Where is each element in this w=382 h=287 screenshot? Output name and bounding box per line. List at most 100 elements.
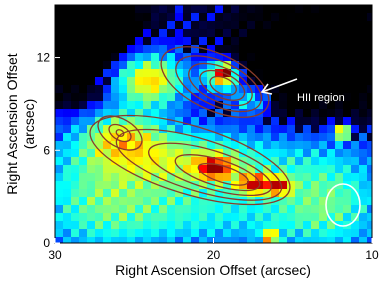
image-pixel bbox=[143, 149, 152, 158]
image-pixel bbox=[311, 61, 320, 70]
image-pixel bbox=[287, 29, 296, 38]
image-pixel bbox=[199, 29, 208, 38]
image-pixel bbox=[55, 205, 64, 214]
image-pixel bbox=[151, 133, 160, 142]
image-pixel bbox=[71, 37, 80, 46]
image-pixel bbox=[287, 229, 296, 238]
image-pixel bbox=[55, 125, 64, 134]
image-pixel bbox=[151, 37, 160, 46]
image-pixel bbox=[271, 237, 280, 243]
image-pixel bbox=[143, 21, 152, 30]
image-pixel bbox=[311, 101, 320, 110]
image-pixel bbox=[87, 141, 96, 150]
image-pixel bbox=[327, 5, 336, 14]
image-pixel bbox=[191, 141, 200, 150]
image-pixel bbox=[175, 21, 184, 30]
image-pixel bbox=[207, 133, 216, 142]
image-pixel bbox=[87, 37, 96, 46]
image-pixel bbox=[263, 221, 272, 230]
image-pixel bbox=[127, 77, 136, 86]
image-pixel bbox=[327, 125, 336, 134]
image-pixel bbox=[295, 93, 304, 102]
image-pixel bbox=[135, 117, 144, 126]
image-pixel bbox=[247, 109, 256, 118]
image-pixel bbox=[87, 149, 96, 158]
image-pixel bbox=[191, 37, 200, 46]
image-pixel bbox=[231, 221, 240, 230]
image-pixel bbox=[71, 93, 80, 102]
image-pixel bbox=[207, 45, 216, 54]
image-pixel bbox=[79, 37, 88, 46]
image-pixel bbox=[167, 117, 176, 126]
image-pixel bbox=[95, 165, 104, 174]
image-pixel bbox=[127, 213, 136, 222]
image-pixel bbox=[103, 53, 112, 62]
image-pixel bbox=[263, 141, 272, 150]
image-pixel bbox=[247, 181, 256, 190]
image-pixel bbox=[167, 69, 176, 78]
image-pixel bbox=[343, 93, 352, 102]
image-pixel bbox=[319, 205, 328, 214]
image-pixel bbox=[271, 213, 280, 222]
image-pixel bbox=[135, 101, 144, 110]
image-pixel bbox=[191, 45, 200, 54]
image-pixel bbox=[327, 53, 336, 62]
image-pixel bbox=[295, 205, 304, 214]
image-pixel bbox=[287, 181, 296, 190]
image-pixel bbox=[319, 213, 328, 222]
image-pixel bbox=[351, 133, 360, 142]
image-pixel bbox=[135, 157, 144, 166]
image-pixel bbox=[351, 221, 360, 230]
image-pixel bbox=[295, 69, 304, 78]
image-pixel bbox=[351, 109, 360, 118]
image-pixel bbox=[279, 77, 288, 86]
image-pixel bbox=[223, 221, 232, 230]
image-pixel bbox=[359, 173, 368, 182]
image-pixel bbox=[343, 213, 352, 222]
image-pixel bbox=[175, 45, 184, 54]
image-pixel bbox=[303, 173, 312, 182]
image-pixel bbox=[151, 173, 160, 182]
image-pixel bbox=[55, 109, 64, 118]
image-pixel bbox=[71, 69, 80, 78]
beam-ellipse bbox=[325, 183, 361, 227]
image-pixel bbox=[335, 205, 344, 214]
image-pixel bbox=[311, 149, 320, 158]
x-tick-label: 10 bbox=[365, 248, 379, 262]
image-pixel bbox=[319, 29, 328, 38]
image-pixel bbox=[207, 189, 216, 198]
image-pixel bbox=[55, 13, 64, 22]
image-pixel bbox=[287, 213, 296, 222]
image-pixel bbox=[343, 37, 352, 46]
image-pixel bbox=[295, 149, 304, 158]
image-pixel bbox=[351, 69, 360, 78]
image-pixel bbox=[79, 205, 88, 214]
image-pixel bbox=[159, 5, 168, 14]
image-pixel bbox=[327, 21, 336, 30]
image-pixel bbox=[231, 157, 240, 166]
image-pixel bbox=[287, 165, 296, 174]
image-pixel bbox=[287, 149, 296, 158]
image-pixel bbox=[79, 21, 88, 30]
image-pixel bbox=[127, 29, 136, 38]
image-pixel bbox=[247, 205, 256, 214]
image-pixel bbox=[239, 197, 248, 206]
image-pixel bbox=[231, 117, 240, 126]
image-pixel bbox=[287, 197, 296, 206]
image-pixel bbox=[311, 69, 320, 78]
image-pixel bbox=[239, 109, 248, 118]
image-pixel bbox=[87, 101, 96, 110]
image-pixel bbox=[351, 229, 360, 238]
image-pixel bbox=[87, 77, 96, 86]
image-pixel bbox=[311, 221, 320, 230]
x-tick-label: 20 bbox=[207, 248, 221, 262]
image-pixel bbox=[223, 5, 232, 14]
image-pixel bbox=[71, 197, 80, 206]
image-pixel bbox=[111, 45, 120, 54]
image-pixel bbox=[135, 197, 144, 206]
image-pixel bbox=[111, 141, 120, 150]
image-pixel bbox=[63, 77, 72, 86]
image-pixel bbox=[135, 237, 144, 243]
image-pixel bbox=[231, 45, 240, 54]
image-pixel bbox=[279, 205, 288, 214]
